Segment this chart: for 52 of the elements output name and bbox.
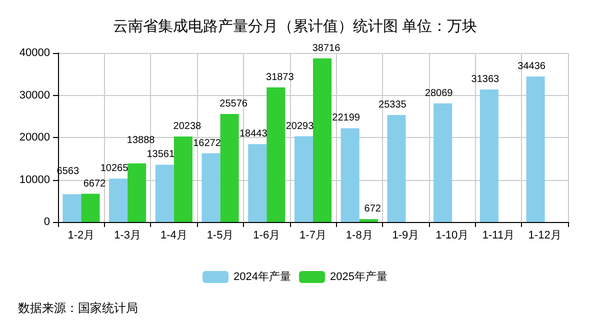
bar xyxy=(155,164,174,222)
data-label: 28069 xyxy=(424,88,454,99)
x-tick-label: 1-10月 xyxy=(436,230,469,242)
bar xyxy=(359,219,378,222)
data-label: 13561 xyxy=(146,149,175,160)
bar xyxy=(81,194,100,222)
data-label: 20238 xyxy=(173,120,202,132)
bar xyxy=(174,136,192,222)
bar xyxy=(313,58,332,222)
x-tick-label: 1-5月 xyxy=(206,230,234,242)
x-tick-label: 1-11月 xyxy=(482,230,515,242)
bar xyxy=(526,76,545,222)
bar xyxy=(387,114,406,222)
data-label: 34436 xyxy=(518,61,546,72)
bar xyxy=(128,163,146,222)
x-tick-label: 1-6月 xyxy=(253,230,280,242)
data-label: 672 xyxy=(364,204,382,215)
x-tick-label: 1-9月 xyxy=(392,230,420,242)
bar xyxy=(220,114,239,222)
bar xyxy=(294,136,313,222)
x-tick-label: 1-2月 xyxy=(68,230,95,242)
data-label: 25576 xyxy=(220,98,248,110)
bar xyxy=(434,103,452,222)
data-label: 6672 xyxy=(83,178,106,190)
legend-label: 2025年产量 xyxy=(330,270,388,283)
chart-title: 云南省集成电路产量分月（累计值）统计图 单位：万块 xyxy=(112,18,478,35)
bar xyxy=(248,144,267,222)
data-label: 22199 xyxy=(332,112,360,124)
y-tick-label: 30000 xyxy=(19,89,50,102)
legend-label: 2024年产量 xyxy=(234,270,292,283)
bar xyxy=(340,128,360,222)
bar xyxy=(62,194,82,222)
y-tick-label: 0 xyxy=(44,216,50,228)
x-tick-label: 1-12月 xyxy=(528,230,562,242)
data-label: 38716 xyxy=(312,42,341,54)
bar xyxy=(202,153,220,222)
y-tick-label: 20000 xyxy=(19,132,50,144)
x-tick-label: 1-3月 xyxy=(114,230,141,242)
data-label: 25335 xyxy=(378,99,407,110)
y-tick-label: 40000 xyxy=(19,47,50,59)
data-label: 13888 xyxy=(126,134,156,146)
source-note: 数据来源：国家统计局 xyxy=(18,301,138,315)
data-label: 31873 xyxy=(266,72,294,83)
data-label: 16272 xyxy=(193,138,222,149)
x-tick-label: 1-4月 xyxy=(160,230,188,242)
x-tick-label: 1-8月 xyxy=(346,230,373,242)
bar xyxy=(109,178,128,222)
bar xyxy=(266,87,286,222)
data-label: 31363 xyxy=(471,74,500,85)
y-tick-label: 10000 xyxy=(19,174,50,186)
bar xyxy=(480,89,498,222)
x-tick-label: 1-7月 xyxy=(300,230,326,242)
